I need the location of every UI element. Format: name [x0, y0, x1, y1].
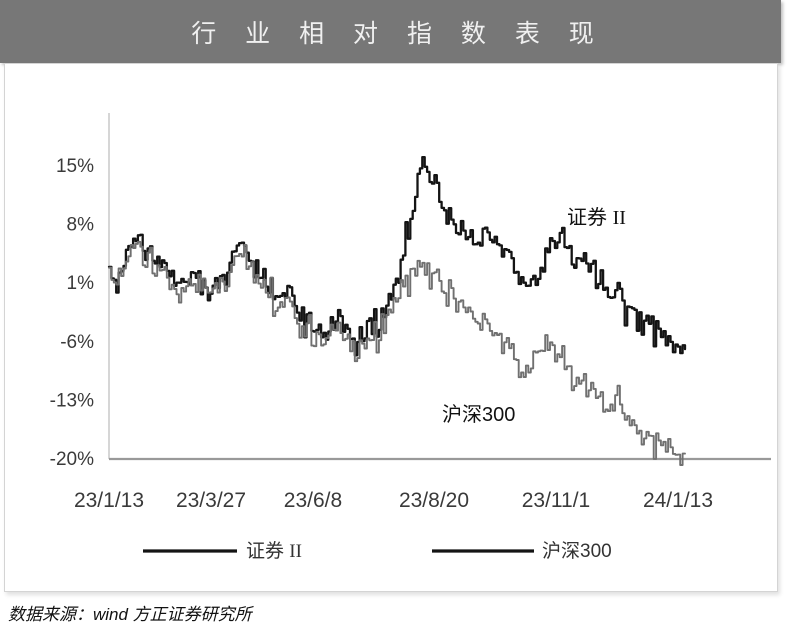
svg-text:24/1/13: 24/1/13: [643, 489, 713, 512]
svg-text:23/3/27: 23/3/27: [176, 489, 246, 512]
svg-text:8%: 8%: [67, 215, 95, 236]
svg-text:23/11/1: 23/11/1: [522, 489, 591, 512]
svg-text:-6%: -6%: [60, 332, 94, 353]
svg-text:沪深300: 沪深300: [442, 403, 515, 426]
svg-text:证券 II: 证券 II: [567, 206, 626, 229]
svg-text:15%: 15%: [56, 156, 94, 177]
svg-text:23/1/13: 23/1/13: [74, 489, 144, 512]
svg-text:23/6/8: 23/6/8: [284, 489, 342, 512]
svg-text:-13%: -13%: [50, 390, 94, 411]
svg-text:1%: 1%: [67, 273, 95, 294]
svg-text:沪深300: 沪深300: [542, 540, 612, 562]
svg-text:-20%: -20%: [50, 449, 94, 470]
svg-text:23/8/20: 23/8/20: [399, 489, 469, 512]
svg-text:证券 II: 证券 II: [246, 540, 302, 562]
